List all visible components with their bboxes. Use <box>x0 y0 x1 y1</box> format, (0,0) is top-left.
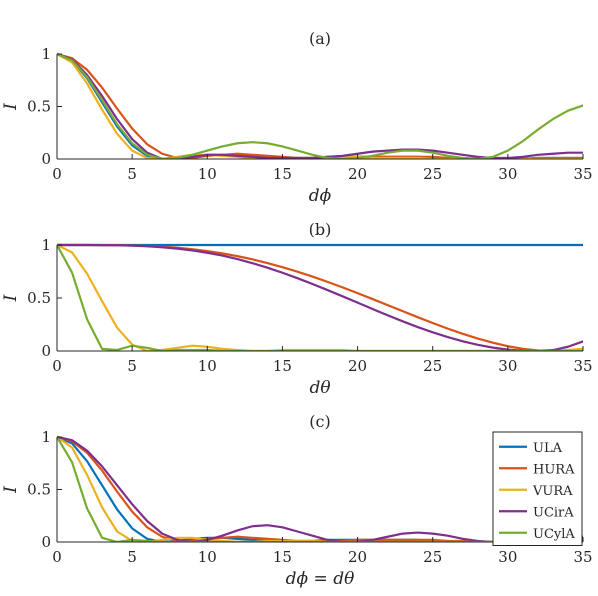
panel-title: (c) <box>309 412 330 431</box>
x-tick-label: 5 <box>127 548 137 566</box>
y-tick-label: 0 <box>41 150 51 168</box>
panel-b: 0 5 10 15 20 25 30 35 0 0.5 1 (b) dθ I <box>1 220 593 398</box>
y-tick-label: 0 <box>41 533 51 551</box>
panel-c: 0 5 10 15 20 25 30 35 0 0.5 1 (c) dϕ = dθ I ULA HURA VUR… <box>1 412 593 589</box>
series-line-ucira <box>57 435 583 542</box>
x-tick-label: 25 <box>423 357 442 375</box>
y-tick-label: 0.5 <box>27 481 51 499</box>
x-tick-label: 5 <box>127 165 137 183</box>
x-tick-label: 35 <box>573 165 592 183</box>
series-line-ucira <box>57 243 583 351</box>
y-tick-label: 1 <box>41 236 51 254</box>
x-axis-label: dϕ = dθ <box>286 569 355 589</box>
legend-label-vura: VURA <box>532 484 573 499</box>
legend: ULA HURA VURA UCirA UCylA <box>492 431 583 546</box>
series-line-ucyla <box>57 435 583 542</box>
x-tick-label: 0 <box>52 357 62 375</box>
x-tick-label: 15 <box>273 357 292 375</box>
legend-label-ucyla: UCylA <box>533 527 575 542</box>
x-tick-label: 20 <box>348 548 367 566</box>
series-lines <box>57 243 583 351</box>
y-tick-label: 0.5 <box>27 98 51 116</box>
y-axis-label: I <box>1 103 21 111</box>
x-tick-label: 30 <box>498 357 517 375</box>
x-tick-label: 25 <box>423 548 442 566</box>
series-line-ucyla <box>57 52 583 159</box>
x-tick-label: 10 <box>198 357 217 375</box>
legend-label-ula: ULA <box>533 441 563 456</box>
x-axis-label: dϕ <box>309 186 332 206</box>
panel-a: 0 5 10 15 20 25 30 35 0 0.5 1 (a) dϕ I <box>1 29 593 206</box>
x-tick-label: 35 <box>573 357 592 375</box>
x-tick-label: 0 <box>52 548 62 566</box>
x-tick-label: 20 <box>348 357 367 375</box>
y-tick-label: 0.5 <box>27 289 51 307</box>
x-tick-label: 15 <box>273 548 292 566</box>
x-tick-label: 30 <box>498 165 517 183</box>
panel-title: (a) <box>309 29 331 48</box>
series-line-ucyla <box>57 243 583 351</box>
x-tick-label: 35 <box>573 548 592 566</box>
y-axis-label: I <box>1 294 21 302</box>
series-lines <box>57 52 583 159</box>
x-tick-label: 10 <box>198 548 217 566</box>
x-tick-label: 20 <box>348 165 367 183</box>
y-tick-label: 0 <box>41 342 51 360</box>
x-tick-label: 30 <box>498 548 517 566</box>
x-axis-label: dθ <box>309 378 330 398</box>
legend-label-hura: HURA <box>533 462 575 477</box>
x-tick-label: 15 <box>273 165 292 183</box>
x-tick-label: 0 <box>52 165 62 183</box>
x-tick-label: 5 <box>127 357 137 375</box>
x-tick-label: 10 <box>198 165 217 183</box>
panel-title: (b) <box>309 220 332 239</box>
y-tick-label: 1 <box>41 428 51 446</box>
y-axis-label: I <box>1 486 21 494</box>
legend-label-ucira: UCirA <box>533 505 574 520</box>
x-tick-label: 25 <box>423 165 442 183</box>
y-tick-label: 1 <box>41 45 51 63</box>
